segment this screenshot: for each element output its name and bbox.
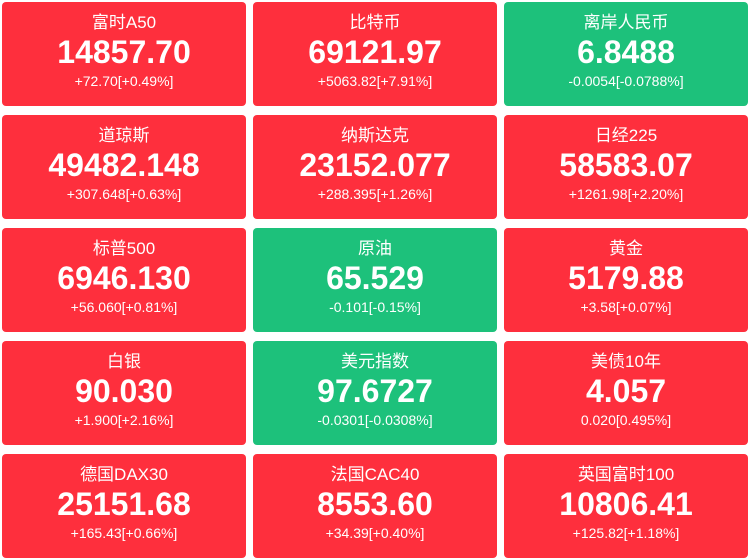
quote-card[interactable]: 英国富时100 10806.41 +125.82[+1.18%]: [504, 454, 748, 558]
quote-change: 0.020[0.495%]: [580, 412, 672, 428]
quote-card[interactable]: 比特币 69121.97 +5063.82[+7.91%]: [253, 2, 497, 106]
quote-card[interactable]: 日经225 58583.07 +1261.98[+2.20%]: [504, 115, 748, 219]
quote-price: 65.529: [326, 260, 424, 296]
quote-price: 58583.07: [559, 147, 693, 183]
quote-name: 标普500: [92, 239, 156, 258]
quote-change: +56.060[+0.81%]: [70, 299, 178, 315]
quote-change: +288.395[+1.26%]: [317, 186, 433, 202]
quote-change: +1261.98[+2.20%]: [568, 186, 684, 202]
quote-price: 10806.41: [559, 486, 693, 522]
quote-price: 25151.68: [57, 486, 191, 522]
quote-name: 富时A50: [91, 13, 157, 32]
quote-name: 白银: [107, 352, 141, 371]
quote-card[interactable]: 标普500 6946.130 +56.060[+0.81%]: [2, 228, 246, 332]
quote-price: 23152.077: [299, 147, 451, 183]
quote-change: +165.43[+0.66%]: [70, 525, 178, 541]
quote-name: 道琼斯: [98, 126, 150, 145]
quote-change: -0.0301[-0.0308%]: [317, 412, 433, 428]
quote-name: 英国富时100: [577, 465, 675, 484]
quote-name: 法国CAC40: [330, 465, 420, 484]
quote-card[interactable]: 黄金 5179.88 +3.58[+0.07%]: [504, 228, 748, 332]
quote-name: 纳斯达克: [341, 126, 409, 145]
quote-price: 97.6727: [317, 373, 433, 409]
quote-card[interactable]: 德国DAX30 25151.68 +165.43[+0.66%]: [2, 454, 246, 558]
quote-price: 6946.130: [57, 260, 191, 296]
quote-name: 德国DAX30: [80, 465, 168, 484]
quote-card[interactable]: 道琼斯 49482.148 +307.648[+0.63%]: [2, 115, 246, 219]
quote-name: 黄金: [609, 239, 643, 258]
quote-change: +125.82[+1.18%]: [572, 525, 680, 541]
quote-change: +34.39[+0.40%]: [325, 525, 425, 541]
quote-card[interactable]: 纳斯达克 23152.077 +288.395[+1.26%]: [253, 115, 497, 219]
quote-name: 美债10年: [591, 352, 661, 371]
quote-price: 49482.148: [48, 147, 200, 183]
quote-card[interactable]: 法国CAC40 8553.60 +34.39[+0.40%]: [253, 454, 497, 558]
quote-change: +307.648[+0.63%]: [66, 186, 182, 202]
quote-price: 69121.97: [308, 34, 442, 70]
quote-card[interactable]: 原油 65.529 -0.101[-0.15%]: [253, 228, 497, 332]
quote-price: 4.057: [585, 373, 667, 409]
quote-change: -0.0054[-0.0788%]: [568, 73, 684, 89]
quote-name: 日经225: [594, 126, 658, 145]
quote-card[interactable]: 白银 90.030 +1.900[+2.16%]: [2, 341, 246, 445]
quote-card[interactable]: 富时A50 14857.70 +72.70[+0.49%]: [2, 2, 246, 106]
quote-name: 离岸人民币: [583, 13, 669, 32]
quote-price: 8553.60: [317, 486, 433, 522]
quote-price: 6.8488: [577, 34, 675, 70]
quote-change: -0.101[-0.15%]: [329, 299, 421, 315]
quote-change: +72.70[+0.49%]: [74, 73, 174, 89]
quote-card[interactable]: 美债10年 4.057 0.020[0.495%]: [504, 341, 748, 445]
quote-card[interactable]: 离岸人民币 6.8488 -0.0054[-0.0788%]: [504, 2, 748, 106]
quote-name: 原油: [358, 239, 392, 258]
quote-change: +3.58[+0.07%]: [580, 299, 672, 315]
quote-price: 14857.70: [57, 34, 191, 70]
quote-name: 比特币: [349, 13, 401, 32]
quote-name: 美元指数: [341, 352, 409, 371]
quote-price: 90.030: [75, 373, 173, 409]
quote-change: +5063.82[+7.91%]: [317, 73, 433, 89]
quote-change: +1.900[+2.16%]: [74, 412, 174, 428]
quote-card[interactable]: 美元指数 97.6727 -0.0301[-0.0308%]: [253, 341, 497, 445]
quote-price: 5179.88: [568, 260, 684, 296]
